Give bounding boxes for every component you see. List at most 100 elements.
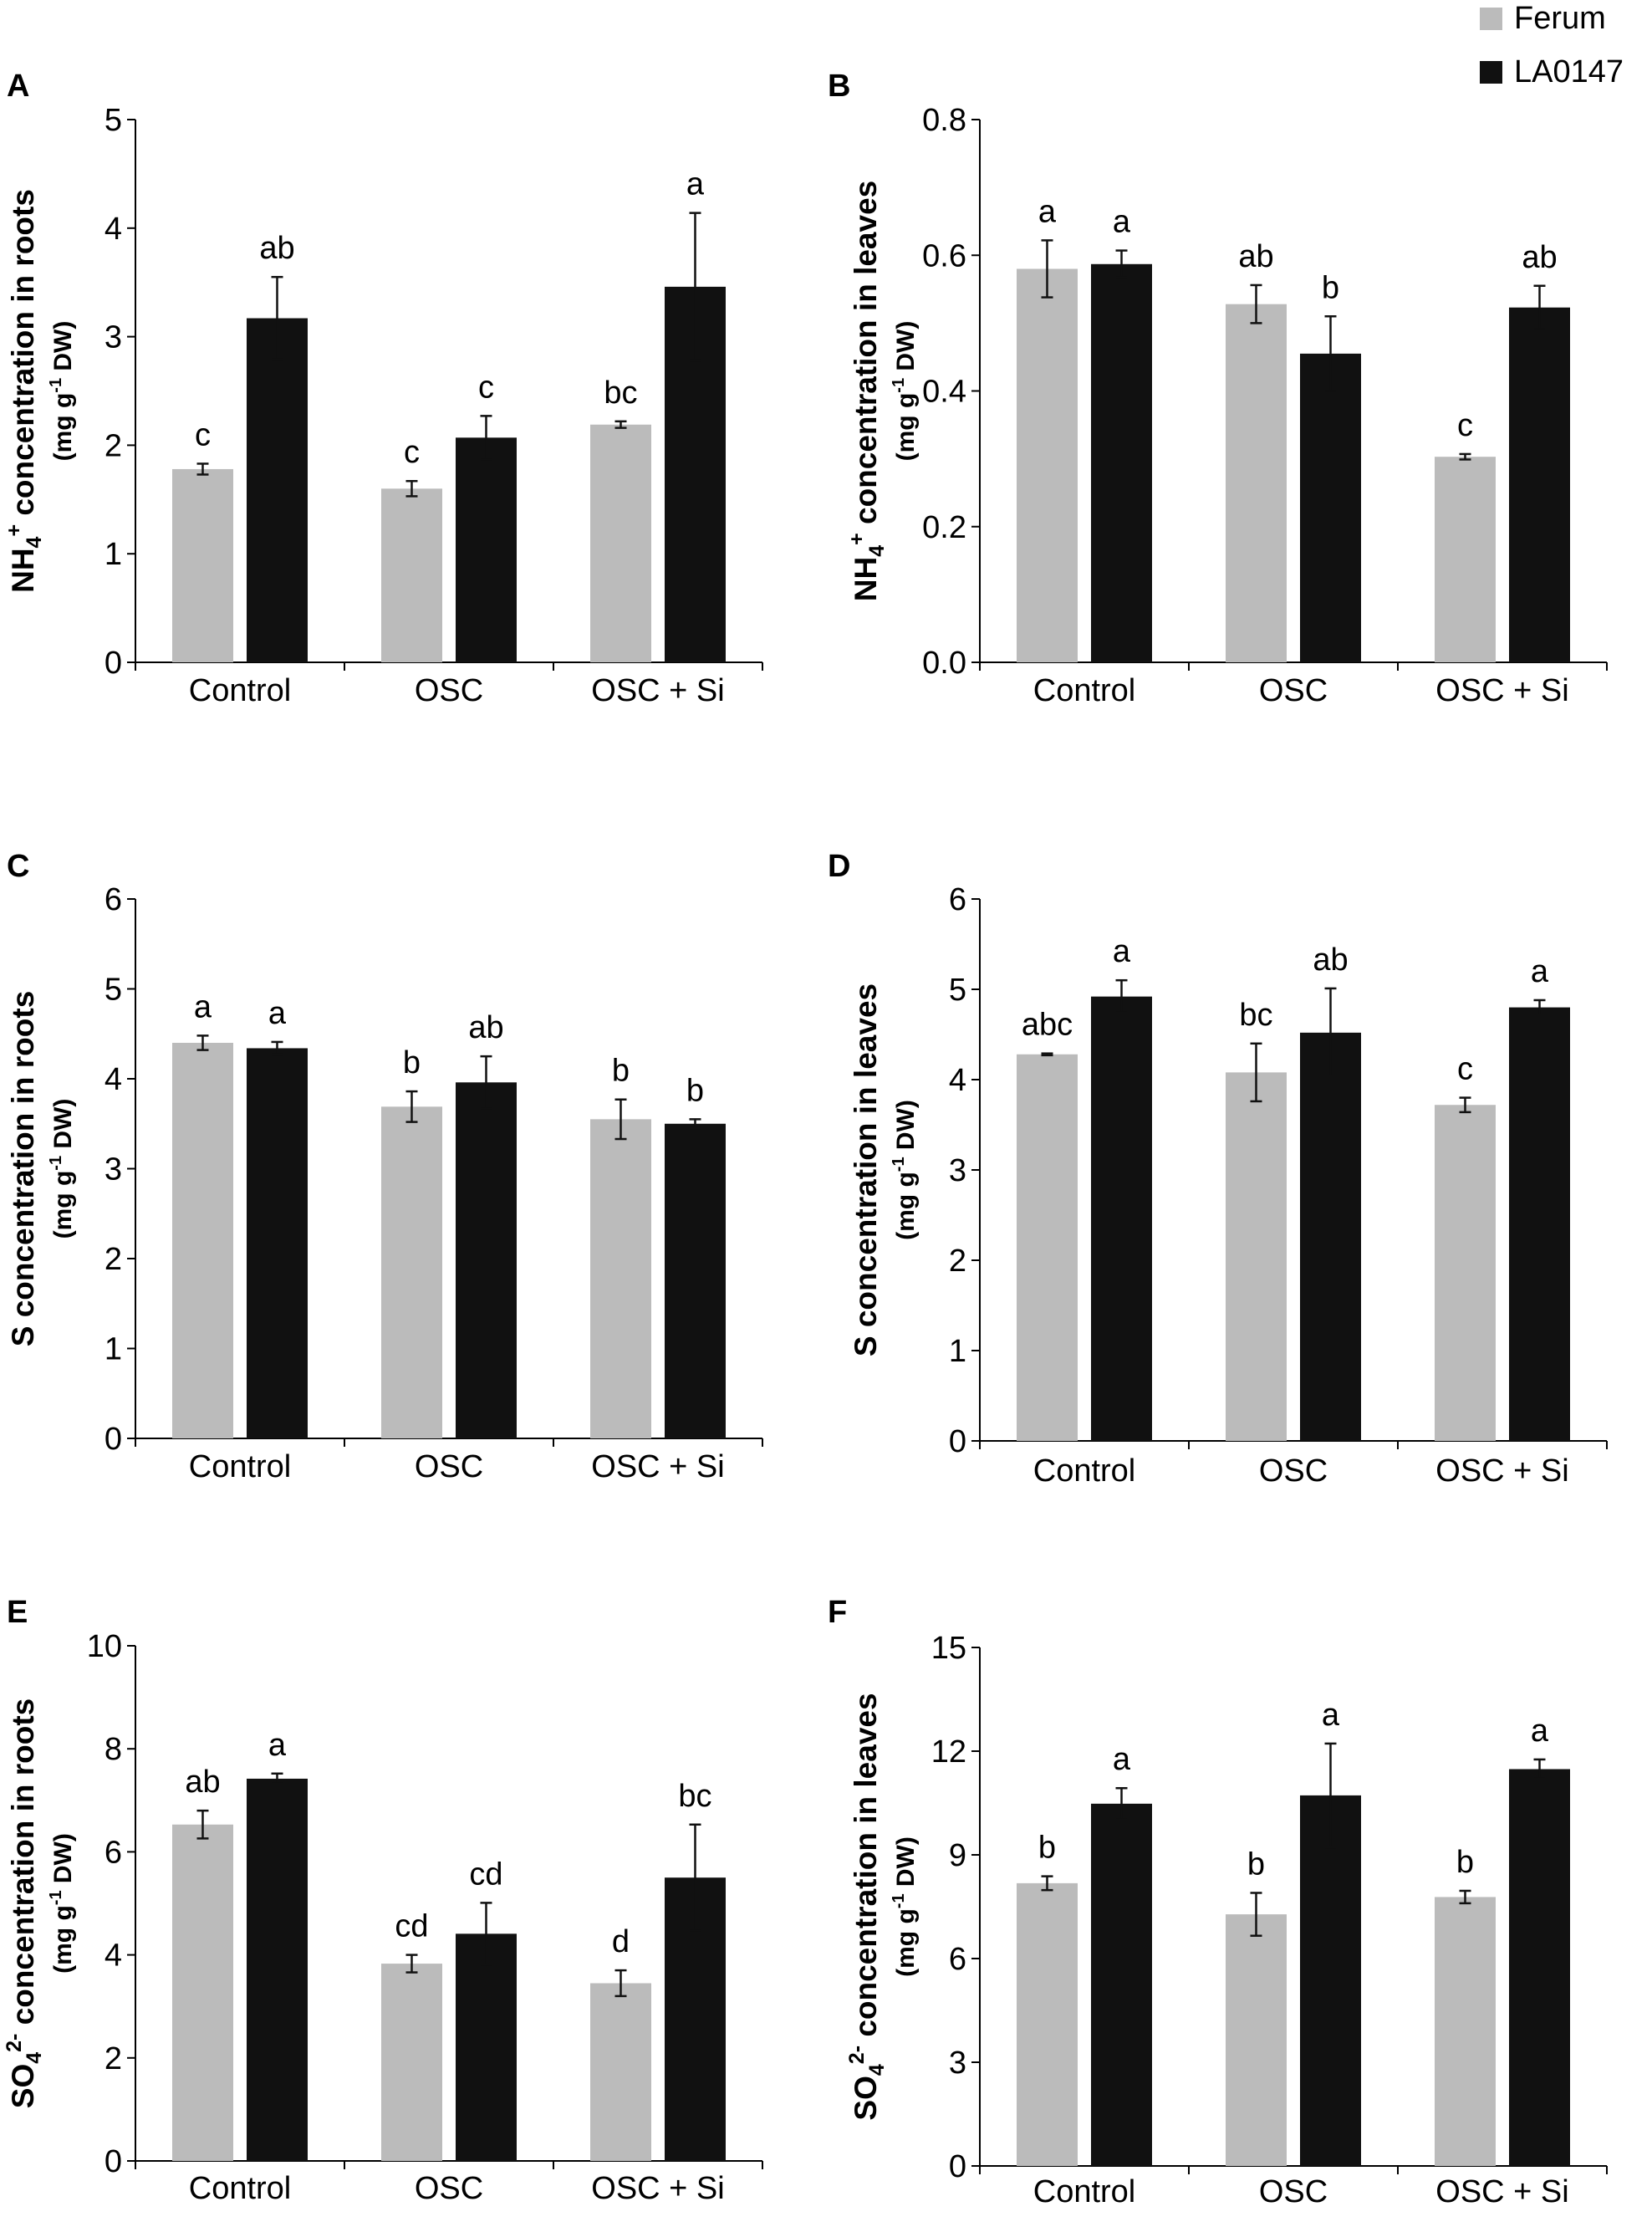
y-tick-label-f-4: 12 bbox=[931, 1734, 966, 1770]
x-tick-label-c-0: Control bbox=[189, 1449, 292, 1484]
error-bar-c-ferum-2 bbox=[614, 1098, 627, 1141]
y-tick-label-e-1: 2 bbox=[105, 2041, 122, 2076]
panel-label-c: C bbox=[7, 849, 29, 884]
y-tick-label-d-4: 4 bbox=[949, 1063, 966, 1098]
sig-letter-b-la0147-2: ab bbox=[1522, 240, 1557, 275]
bar-c-ferum-2 bbox=[590, 1119, 651, 1438]
error-bar-d-ferum-1 bbox=[1250, 1042, 1262, 1103]
y-axis-title-rest-b: concentration in leaves bbox=[849, 181, 883, 534]
bar-e-la0147-1 bbox=[456, 1933, 517, 2161]
sig-letter-d-ferum-2: c bbox=[1457, 1052, 1473, 1087]
y-tick-label-e-2: 4 bbox=[105, 1938, 122, 1974]
legend-swatch-la0147 bbox=[1480, 60, 1502, 84]
x-tick-label-a-1: OSC bbox=[415, 673, 483, 708]
y-tick-label-c-2: 2 bbox=[105, 1242, 122, 1277]
error-bar-a-la0147-1 bbox=[480, 415, 492, 461]
y-tick-label-f-1: 3 bbox=[949, 2046, 966, 2081]
bar-e-la0147-0 bbox=[247, 1778, 308, 2161]
error-bar-f-la0147-1 bbox=[1324, 1742, 1337, 1849]
bar-f-ferum-1 bbox=[1226, 1914, 1287, 2166]
bar-a-ferum-0 bbox=[172, 468, 233, 662]
sig-letter-c-la0147-1: ab bbox=[468, 1010, 503, 1045]
bar-f-la0147-0 bbox=[1091, 1803, 1152, 2166]
y-axis-title-rest-c: concentration in roots bbox=[6, 991, 40, 1326]
x-tick-label-f-0: Control bbox=[1033, 2174, 1136, 2209]
error-bar-b-la0147-0 bbox=[1115, 249, 1128, 279]
sig-letter-a-la0147-1: c bbox=[478, 370, 494, 405]
y-tick-label-b-2: 0.4 bbox=[922, 375, 966, 410]
x-tick-label-e-0: Control bbox=[189, 2171, 292, 2206]
x-tick-label-b-0: Control bbox=[1033, 673, 1136, 708]
y-axis-units-sup-b: -1 bbox=[890, 378, 908, 393]
y-tick-label-a-2: 2 bbox=[105, 428, 122, 463]
y-axis-units-post-a: DW) bbox=[49, 321, 77, 378]
sig-letter-e-la0147-1: cd bbox=[469, 1857, 502, 1892]
x-tick-label-a-2: OSC + Si bbox=[591, 673, 724, 708]
error-bar-f-ferum-2 bbox=[1459, 1889, 1471, 1905]
sig-letter-d-la0147-2: a bbox=[1531, 954, 1549, 989]
y-tick-label-b-4: 0.8 bbox=[922, 103, 966, 138]
sig-letter-c-ferum-0: a bbox=[194, 989, 212, 1024]
x-tick-label-d-1: OSC bbox=[1259, 1453, 1328, 1489]
y-axis-units-post-c: DW) bbox=[49, 1099, 77, 1156]
y-axis-title-f: SO42- concentration in leaves bbox=[845, 1693, 889, 2120]
y-axis-title-sub-a: 4 bbox=[23, 536, 46, 548]
y-tick-label-d-3: 3 bbox=[949, 1153, 966, 1188]
y-axis-title-c: S concentration in roots bbox=[6, 991, 40, 1347]
y-tick-label-f-0: 0 bbox=[949, 2149, 966, 2184]
bar-a-ferum-2 bbox=[590, 424, 651, 662]
y-axis-units-post-f: DW) bbox=[892, 1836, 920, 1893]
error-bar-a-la0147-0 bbox=[271, 275, 283, 361]
x-tick-label-b-1: OSC bbox=[1259, 673, 1328, 708]
panel-label-e: E bbox=[7, 1595, 28, 1630]
error-bar-d-la0147-0 bbox=[1115, 978, 1128, 1014]
y-tick-label-e-0: 0 bbox=[105, 2144, 122, 2179]
bar-d-la0147-2 bbox=[1509, 1007, 1570, 1441]
panel-f: F 0 3 6 9 12 15 Control OSC OSC + Si b b b a a a SO42- c… bbox=[828, 1595, 1608, 2209]
bar-c-ferum-1 bbox=[381, 1106, 442, 1438]
x-tick-label-d-2: OSC + Si bbox=[1435, 1453, 1568, 1489]
y-axis-title-chem-e: SO bbox=[6, 2064, 40, 2108]
y-axis-units-c: (mg g-1 DW) bbox=[47, 1099, 77, 1239]
sig-letter-d-ferum-1: bc bbox=[1239, 998, 1272, 1033]
y-tick-label-a-3: 3 bbox=[105, 320, 122, 355]
bar-f-la0147-1 bbox=[1300, 1795, 1361, 2166]
x-tick-label-c-2: OSC + Si bbox=[591, 1449, 724, 1484]
sig-letter-e-la0147-0: a bbox=[268, 1728, 287, 1763]
y-tick-label-a-0: 0 bbox=[105, 646, 122, 681]
sig-letter-b-la0147-0: a bbox=[1113, 205, 1131, 240]
sig-letter-a-la0147-2: a bbox=[686, 167, 705, 202]
error-bar-b-ferum-1 bbox=[1250, 283, 1262, 324]
y-tick-label-e-4: 8 bbox=[105, 1732, 122, 1767]
y-axis-title-sub-b: 4 bbox=[865, 545, 889, 557]
y-tick-label-c-4: 4 bbox=[105, 1062, 122, 1097]
y-tick-label-a-4: 4 bbox=[105, 212, 122, 247]
error-bar-b-ferum-2 bbox=[1459, 452, 1471, 461]
legend-label-la0147: LA0147 bbox=[1514, 54, 1624, 89]
error-bar-d-la0147-2 bbox=[1533, 999, 1546, 1016]
x-tick-label-f-1: OSC bbox=[1259, 2174, 1328, 2209]
y-tick-label-c-3: 3 bbox=[105, 1152, 122, 1188]
error-bar-d-ferum-0 bbox=[1041, 1052, 1053, 1057]
y-axis-units-a: (mg g-1 DW) bbox=[47, 321, 77, 462]
error-bar-a-ferum-1 bbox=[405, 479, 418, 498]
bar-e-ferum-2 bbox=[590, 1983, 651, 2161]
error-bar-e-ferum-1 bbox=[405, 1954, 418, 1974]
error-bar-f-la0147-0 bbox=[1115, 1786, 1128, 1821]
y-axis-units-pre-a: (mg g bbox=[49, 393, 77, 462]
error-bar-c-la0147-1 bbox=[480, 1055, 492, 1110]
sig-letter-c-la0147-2: b bbox=[686, 1073, 704, 1108]
y-axis-title-chem-d: S bbox=[849, 1336, 883, 1356]
y-tick-label-e-5: 10 bbox=[87, 1629, 122, 1664]
panel-label-b: B bbox=[828, 69, 850, 104]
x-tick-label-d-0: Control bbox=[1033, 1453, 1136, 1489]
bar-d-ferum-2 bbox=[1435, 1105, 1496, 1441]
bar-b-la0147-2 bbox=[1509, 307, 1570, 662]
x-tick-label-c-1: OSC bbox=[415, 1449, 483, 1484]
y-tick-label-b-0: 0.0 bbox=[922, 646, 966, 681]
y-tick-label-c-6: 6 bbox=[105, 882, 122, 917]
bar-d-la0147-1 bbox=[1300, 1032, 1361, 1441]
